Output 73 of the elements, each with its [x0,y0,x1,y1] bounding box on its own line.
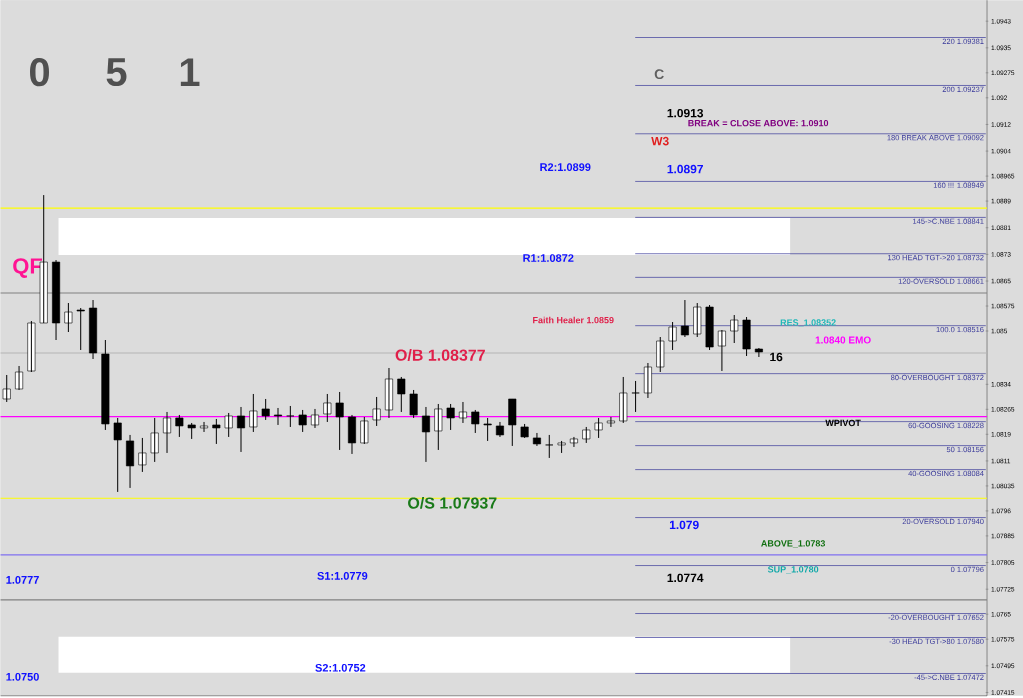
candlestick [286,405,295,428]
candlestick [668,321,677,351]
candlestick [754,347,763,358]
candlestick [656,336,665,373]
candlestick [249,393,258,433]
annotation: BREAK = CLOSE ABOVE: 1.0910 [688,119,829,127]
candlestick [101,339,110,431]
candlestick [27,320,36,373]
annotation: S2:1.0752 [315,663,366,672]
candlestick [409,389,418,419]
candlestick [76,307,85,351]
candlestick [372,396,381,427]
annotation: 1 [180,58,200,86]
candlestick [557,440,566,454]
candlestick [298,409,307,433]
candlestick [212,418,221,445]
candlestick [631,380,640,413]
candlestick [742,316,751,357]
annotation: RES_1.08352 [780,319,836,327]
annotation: 0 [30,57,50,87]
candlestick [483,417,492,442]
annotation: ABOVE_1.0783 [761,540,826,548]
candlestick [545,434,554,459]
annotation: 1.0913 [667,108,704,118]
annotation: W3 [651,136,669,146]
candlestick [261,398,270,421]
candlestick [693,302,702,338]
candlestick [224,412,233,438]
annotation: 1.0777 [6,575,39,584]
annotation: 1.0840 EMO [815,336,871,344]
candlestick [532,432,541,447]
candlestick [113,417,122,493]
annotation: 1.0897 [667,164,703,174]
candlestick [360,416,369,445]
candlestick [434,403,443,451]
annotation: R1:1.0872 [523,254,574,262]
candlestick [397,376,406,413]
annotation: SUP_1.0780 [767,566,819,574]
candlestick [619,376,628,424]
candlestick [508,398,517,447]
candlestick [2,374,11,403]
annotation: WPIVOT [825,419,861,427]
annotation: 16 [770,352,783,362]
annotation: R2:1.0899 [540,163,591,171]
annotation: O/S 1.07937 [408,496,497,509]
candlestick [150,417,159,463]
candlestick [446,403,455,431]
annotation: 1.0750 [6,672,39,681]
candlestick [520,423,529,439]
candlestick [200,421,209,433]
annotation: 1.079 [669,520,699,530]
candlestick [64,302,73,333]
candlestick [582,426,591,444]
annotation: Faith Healer 1.0859 [533,316,614,324]
candlestick [471,409,480,434]
candlestick [335,391,344,451]
annotation: S1:1.0779 [317,571,368,580]
annotation: C [654,69,664,80]
candlestick [606,416,615,428]
candlestick [458,401,467,424]
annotation: 1.0774 [667,573,704,583]
annotation: 5 [106,58,127,87]
candlestick [175,414,184,438]
candlestick [705,304,714,351]
candlestick [138,437,147,473]
candlestick [323,393,332,423]
annotation: O/B 1.08377 [395,349,485,361]
candlestick [274,407,282,426]
annotation: QF [13,258,43,278]
candlestick [187,422,196,440]
candlestick [569,436,578,448]
candlestick [730,314,739,344]
candlestick [594,417,603,439]
